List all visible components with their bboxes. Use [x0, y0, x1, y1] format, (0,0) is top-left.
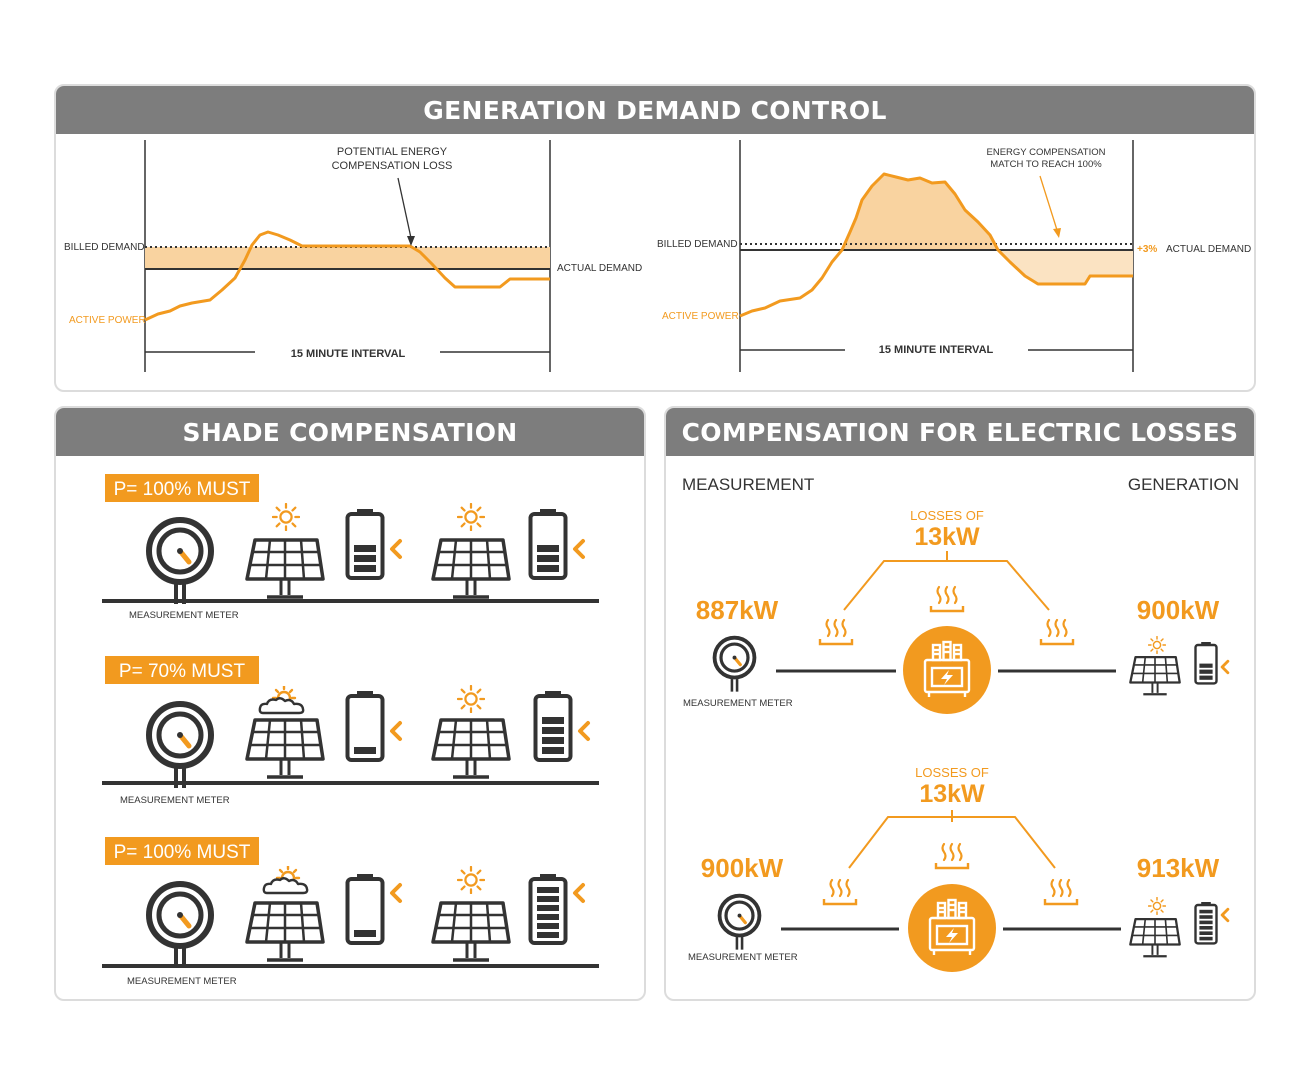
- meter-label: MEASUREMENT METER: [683, 698, 793, 709]
- actual-demand-label: ACTUAL DEMAND: [557, 263, 642, 274]
- interval-label: 15 MINUTE INTERVAL: [291, 348, 406, 360]
- annotation-arrow-head: [407, 236, 415, 246]
- solar-panel-icon: [1129, 656, 1181, 696]
- annotation-line2: COMPENSATION LOSS: [332, 160, 453, 172]
- heat-icon: [1043, 878, 1079, 906]
- panel-title: SHADE COMPENSATION: [56, 408, 644, 456]
- shade-diagram: P= 100% MUST MEASUREMENT METER P= 70% MU…: [102, 474, 599, 987]
- measured-value: 900kW: [701, 853, 784, 883]
- active-power-curve-2: [739, 172, 1133, 318]
- must-badge: P= 100% MUST: [114, 479, 251, 500]
- meter-label: MEASUREMENT METER: [127, 976, 237, 987]
- heat-icon: [929, 585, 965, 613]
- active-power-label-2: ACTIVE POWER: [662, 311, 739, 322]
- annotation-line1-2: ENERGY COMPENSATION: [987, 147, 1106, 158]
- generation-demand-control-panel: GENERATION DEMAND CONTROL: [54, 84, 1256, 392]
- badge-bg: [105, 837, 259, 865]
- losses-diagram: MEASUREMENT GENERATION LOSSES OF 13kW 88…: [682, 475, 1239, 973]
- measurement-heading: MEASUREMENT: [682, 475, 814, 494]
- active-power-label: ACTIVE POWER: [69, 315, 146, 326]
- badge-bg: [105, 474, 259, 502]
- transformer-icon: [902, 625, 992, 715]
- measured-value: 887kW: [696, 595, 779, 625]
- sun-icon: [1148, 897, 1166, 915]
- generated-value: 913kW: [1137, 853, 1220, 883]
- meter-label: MEASUREMENT METER: [688, 952, 798, 963]
- generation-heading: GENERATION: [1128, 475, 1239, 494]
- gdc-chart-left: BILLED DEMAND ACTIVE POWER ACTUAL DEMAND…: [64, 140, 1251, 372]
- meter-gauge-icon: [712, 635, 757, 693]
- active-power-curve: [144, 230, 550, 322]
- meter-label: MEASUREMENT METER: [120, 795, 230, 806]
- heat-icon: [822, 878, 858, 906]
- billed-demand-label: BILLED DEMAND: [64, 242, 145, 253]
- annotation-arrow: [397, 177, 412, 239]
- losses-label: LOSSES OF: [915, 765, 989, 780]
- solar-panel-icon: [1129, 918, 1181, 958]
- interval-label-2: 15 MINUTE INTERVAL: [879, 344, 994, 356]
- panel-title: GENERATION DEMAND CONTROL: [56, 86, 1254, 134]
- heat-icon: [934, 842, 970, 870]
- annotation-arrow-2: [1039, 175, 1058, 231]
- surplus-fill: [842, 174, 998, 250]
- chevron-left-icon: [1220, 907, 1230, 923]
- battery-icon: [1194, 640, 1218, 685]
- meter-gauge-icon: [717, 893, 762, 951]
- panel-title: COMPENSATION FOR ELECTRIC LOSSES: [666, 408, 1254, 456]
- must-badge: P= 100% MUST: [114, 842, 251, 863]
- annotation-arrow-head-2: [1053, 228, 1061, 238]
- actual-demand-label-2: ACTUAL DEMAND: [1166, 244, 1251, 255]
- battery-icon: [1194, 900, 1218, 945]
- plus-percent-label: +3%: [1137, 244, 1157, 255]
- transformer-icon: [907, 883, 997, 973]
- meter-label: MEASUREMENT METER: [129, 610, 239, 621]
- must-badge: P= 70% MUST: [119, 661, 246, 682]
- sun-icon: [1148, 636, 1166, 654]
- badge-bg: [105, 656, 259, 684]
- heat-icon: [1039, 618, 1075, 646]
- losses-value: 13kW: [919, 780, 985, 808]
- annotation-line2-2: MATCH TO REACH 100%: [990, 159, 1102, 170]
- annotation-line1: POTENTIAL ENERGY: [337, 146, 448, 158]
- heat-icon: [818, 618, 854, 646]
- chevron-left-icon: [1220, 659, 1230, 675]
- losses-bracket: [843, 560, 1050, 611]
- losses-label: LOSSES OF: [910, 508, 984, 523]
- billed-demand-label-2: BILLED DEMAND: [657, 239, 738, 250]
- losses-bracket: [848, 816, 1056, 869]
- losses-value: 13kW: [914, 523, 980, 551]
- generated-value: 900kW: [1137, 595, 1220, 625]
- compensation-gap-fill: [145, 247, 550, 269]
